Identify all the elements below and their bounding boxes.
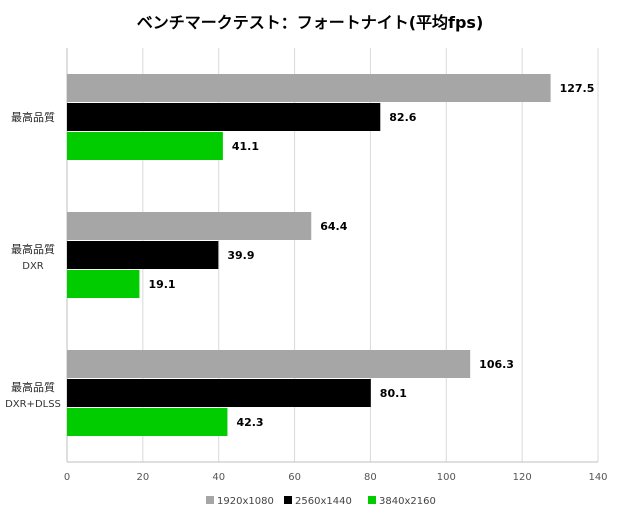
x-tick-label: 20 — [136, 472, 149, 483]
data-label: 64.4 — [320, 220, 347, 233]
legend-swatch — [368, 496, 376, 504]
data-label: 41.1 — [232, 140, 259, 153]
bar — [67, 132, 223, 160]
bar — [67, 270, 140, 298]
category-label: 最高品質 — [11, 242, 55, 256]
bar — [67, 408, 228, 436]
x-tick-label: 120 — [513, 472, 532, 483]
bar — [67, 74, 551, 102]
legend-swatch — [284, 496, 292, 504]
category-sublabel: DXR+DLSS — [5, 399, 61, 410]
bar — [67, 212, 312, 240]
bar — [67, 379, 371, 407]
legend-label: 2560x1440 — [295, 496, 352, 507]
x-tick-label: 60 — [288, 472, 301, 483]
bars — [67, 74, 551, 436]
legend-label: 1920x1080 — [217, 496, 274, 507]
data-label: 82.6 — [389, 111, 416, 124]
data-label: 127.5 — [560, 82, 595, 95]
x-tick-label: 100 — [437, 472, 456, 483]
x-tick-label: 140 — [588, 472, 607, 483]
bar — [67, 350, 471, 378]
axis: 0 20 40 60 80 100 120 140最高品質最高品質DXR最高品質DXR+DLS… — [5, 110, 607, 483]
legend: 1920x1080 2560x1440 3840x2160 — [206, 496, 436, 507]
x-tick-label: 80 — [364, 472, 377, 483]
data-label: 80.1 — [380, 387, 407, 400]
category-label: 最高品質 — [11, 380, 55, 394]
data-label: 19.1 — [148, 278, 175, 291]
x-tick-label: 0 — [64, 472, 70, 483]
data-label: 39.9 — [227, 249, 254, 262]
data-label: 106.3 — [479, 358, 514, 371]
category-sublabel: DXR — [22, 261, 44, 272]
data-label: 42.3 — [236, 416, 263, 429]
bar — [67, 241, 219, 269]
bar — [67, 103, 381, 131]
chart-title: ベンチマークテスト：フォートナイト(平均fps) — [137, 13, 484, 32]
x-tick-label: 40 — [212, 472, 225, 483]
category-label: 最高品質 — [11, 110, 55, 124]
legend-swatch — [206, 496, 214, 504]
legend-label: 3840x2160 — [379, 496, 436, 507]
data-labels: 127.5 82.6 41.1 64.4 39.9 19.1 106.3 80.1 42.3 — [148, 82, 594, 429]
